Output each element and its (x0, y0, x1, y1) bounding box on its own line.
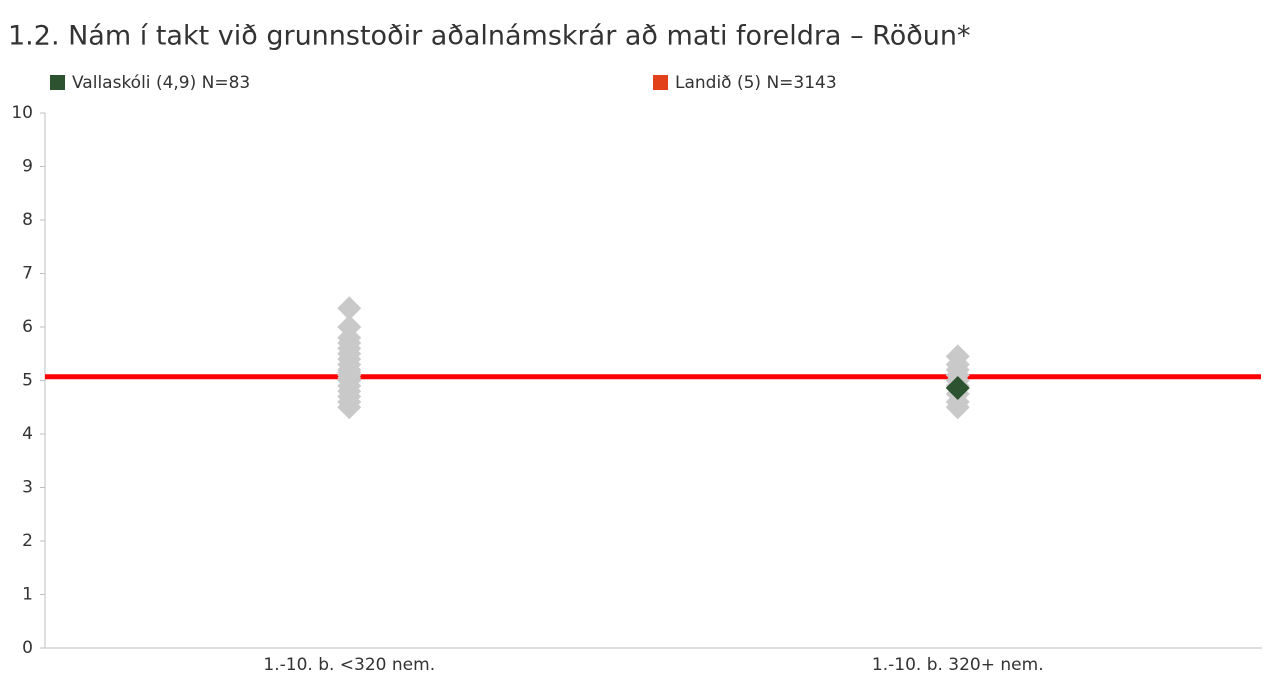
y-tick-label: 7 (22, 264, 33, 284)
chart-title: 1.2. Nám í takt við grunnstoðir aðalnáms… (8, 21, 970, 52)
legend-swatch (653, 75, 668, 90)
y-tick-label: 0 (22, 638, 33, 658)
legend-label: Vallaskóli (4,9) N=83 (72, 73, 250, 93)
marker (337, 296, 362, 321)
marker (337, 315, 362, 339)
y-tick-label: 4 (22, 424, 33, 444)
y-tick-label: 10 (11, 103, 33, 123)
marker (945, 375, 970, 400)
legend-label: Landið (5) N=3143 (675, 73, 837, 93)
y-tick-label: 2 (22, 531, 33, 551)
y-tick-label: 9 (22, 157, 33, 177)
y-tick-label: 5 (22, 371, 33, 391)
x-tick-label: 1.-10. b. 320+ nem. (872, 655, 1044, 675)
x-tick-label: 1.-10. b. <320 nem. (263, 655, 435, 675)
y-tick-label: 6 (22, 317, 33, 337)
y-tick-label: 1 (22, 585, 33, 605)
marker (945, 344, 970, 369)
y-tick-label: 8 (22, 210, 33, 230)
legend-swatch (50, 75, 65, 90)
y-tick-label: 3 (22, 478, 33, 498)
